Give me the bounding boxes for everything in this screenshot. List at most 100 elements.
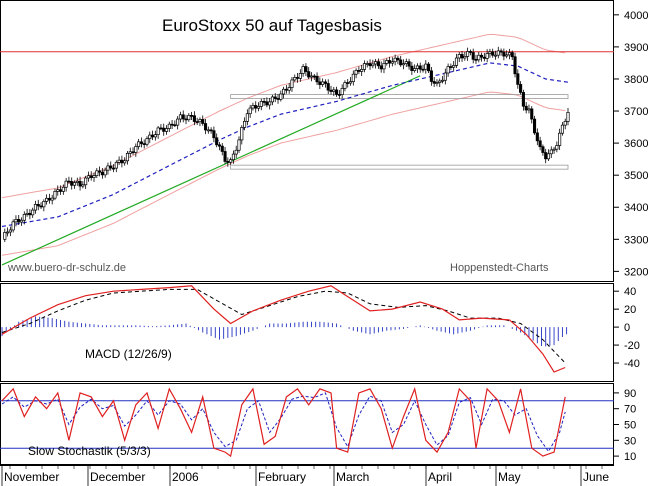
stochastic-label: Slow Stochastik (5/3/3): [28, 444, 151, 458]
candle-body: [566, 112, 570, 122]
stochastic-panel-frame: [0, 383, 614, 465]
macd-tick-label: -40: [624, 358, 640, 370]
candle-body: [404, 61, 408, 64]
candle-body: [95, 170, 99, 176]
candle-body: [220, 145, 224, 152]
month-label: December: [90, 470, 145, 484]
candle-body: [290, 79, 294, 88]
chart-title: EuroStoxx 50 auf Tagesbasis: [162, 16, 382, 35]
macd-layer: [1, 285, 568, 373]
candle-body: [555, 145, 559, 150]
candle-body: [201, 119, 205, 124]
candle-body: [98, 170, 102, 173]
candle-body: [273, 96, 277, 99]
candle-body: [321, 81, 325, 85]
candle-body: [31, 209, 35, 216]
stochastic-d-line: [1, 392, 566, 453]
candle-body: [17, 219, 21, 223]
macd-tick-label: 40: [624, 286, 636, 298]
candle-body: [558, 132, 562, 146]
candle-body: [343, 82, 347, 89]
candle-body: [493, 54, 498, 57]
candle-body: [78, 180, 82, 187]
candle-body: [546, 153, 551, 160]
candle-body: [19, 219, 24, 223]
candle-body: [413, 68, 417, 71]
candle-body: [524, 105, 528, 111]
candle-body: [307, 71, 311, 78]
axes-layer: 3200 3300 3400 3500 3600 3700 3800 3900 4000 40 20…: [1, 10, 648, 486]
candle-body: [312, 75, 316, 78]
candle-body: [75, 180, 79, 183]
price-tick-label: 3700: [624, 106, 648, 118]
candle-body: [120, 159, 124, 164]
candle-body: [452, 65, 456, 68]
candle-body: [167, 123, 171, 129]
candle-body: [276, 98, 280, 100]
candle-body: [532, 118, 537, 134]
candle-body: [231, 153, 235, 161]
candle-body: [162, 127, 166, 132]
candle-body: [351, 73, 355, 82]
candle-body: [81, 184, 85, 187]
price-tick-label: 3300: [624, 234, 648, 246]
candle-body: [203, 123, 208, 131]
candle-body: [198, 119, 202, 123]
upper-band-line: [1, 33, 566, 199]
candle-body: [217, 144, 222, 147]
candle-body: [11, 221, 15, 231]
candle-body: [282, 88, 286, 95]
candle-body: [131, 151, 135, 154]
candle-body: [106, 165, 110, 171]
candle-body: [549, 149, 553, 155]
watermark-right: Hoppenstedt-Charts: [450, 262, 549, 274]
candle-body: [265, 101, 269, 106]
candle-body: [92, 175, 96, 178]
month-label: November: [4, 470, 59, 484]
macd-panel-frame: [0, 283, 614, 382]
candle-body: [181, 114, 185, 120]
candle-body: [357, 69, 361, 72]
candle-body: [365, 63, 369, 65]
candle-body: [446, 66, 450, 74]
candle-body: [111, 167, 116, 170]
support-band-0: [230, 164, 569, 170]
candle-body: [382, 63, 386, 70]
month-label: June: [583, 470, 609, 484]
candle-body: [142, 143, 146, 145]
candle-body: [117, 159, 121, 163]
candle-body: [70, 181, 74, 186]
candle-body: [114, 162, 118, 169]
price-tick-label: 3200: [624, 266, 648, 278]
candle-body: [279, 93, 283, 100]
candle-body: [499, 50, 503, 53]
candle-body: [137, 141, 141, 147]
candle-body: [424, 63, 428, 70]
candle-body: [432, 81, 436, 84]
candle-body: [326, 83, 330, 91]
candle-body: [89, 175, 93, 178]
candle-body: [145, 138, 149, 145]
stochastic-tick-label: 30: [624, 435, 636, 447]
candle-body: [304, 66, 308, 72]
candle-body: [376, 61, 380, 67]
candle-body: [485, 53, 489, 59]
candle-body: [527, 108, 531, 111]
candle-body: [164, 128, 169, 132]
macd-tick-label: -20: [624, 340, 640, 352]
candle-body: [362, 63, 367, 70]
candle-body: [474, 59, 478, 61]
candle-body: [482, 56, 486, 59]
candle-body: [84, 177, 88, 186]
candle-body: [45, 197, 49, 202]
candle-body: [226, 161, 230, 163]
candle-body: [215, 137, 219, 146]
watermark-left: www.buero-dr-schulz.de: [7, 262, 126, 274]
candle-body: [323, 81, 327, 84]
candle-body: [223, 151, 227, 162]
candle-body: [530, 108, 534, 120]
candle-body: [480, 54, 484, 58]
candle-body: [521, 92, 525, 107]
